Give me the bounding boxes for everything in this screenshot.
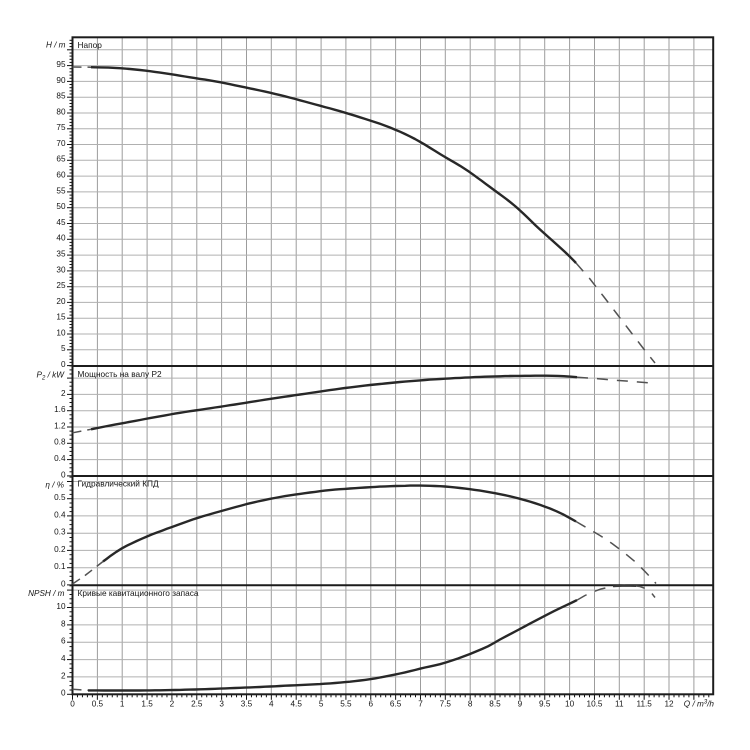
svg-text:70: 70 <box>56 139 66 148</box>
svg-text:12: 12 <box>664 700 674 709</box>
svg-text:2: 2 <box>170 700 175 709</box>
svg-text:NPSH / m: NPSH / m <box>28 589 65 598</box>
svg-text:3: 3 <box>219 700 224 709</box>
svg-text:Мощность на валу P2: Мощность на валу P2 <box>78 369 162 379</box>
svg-text:40: 40 <box>56 234 66 243</box>
svg-text:5.5: 5.5 <box>340 700 352 709</box>
svg-text:50: 50 <box>56 202 66 211</box>
svg-text:80: 80 <box>56 107 66 116</box>
svg-text:0.8: 0.8 <box>54 438 66 447</box>
svg-text:25: 25 <box>56 281 66 290</box>
svg-text:P2 / kW: P2 / kW <box>37 371 66 382</box>
svg-text:0: 0 <box>61 470 66 479</box>
svg-text:0.4: 0.4 <box>54 454 66 463</box>
svg-text:8.5: 8.5 <box>489 700 501 709</box>
svg-text:6.5: 6.5 <box>390 700 402 709</box>
svg-text:15: 15 <box>56 313 66 322</box>
svg-text:5: 5 <box>61 344 66 353</box>
svg-text:Кривые кавитационного запаса: Кривые кавитационного запаса <box>78 588 199 598</box>
svg-text:6: 6 <box>369 700 374 709</box>
svg-text:9: 9 <box>518 700 523 709</box>
svg-text:0.4: 0.4 <box>54 510 66 519</box>
svg-text:0: 0 <box>61 579 66 588</box>
svg-text:2: 2 <box>61 671 66 680</box>
svg-text:4: 4 <box>269 700 274 709</box>
svg-text:4: 4 <box>61 654 66 663</box>
svg-text:11: 11 <box>615 700 624 709</box>
svg-text:45: 45 <box>56 218 66 227</box>
svg-text:2: 2 <box>61 389 66 398</box>
svg-text:9.5: 9.5 <box>539 700 551 709</box>
svg-text:2.5: 2.5 <box>191 700 203 709</box>
svg-text:0: 0 <box>61 360 66 369</box>
svg-text:7: 7 <box>418 700 423 709</box>
svg-text:8: 8 <box>468 700 473 709</box>
svg-text:0.5: 0.5 <box>92 700 104 709</box>
svg-text:0: 0 <box>70 700 75 709</box>
svg-text:10: 10 <box>56 328 66 337</box>
svg-text:95: 95 <box>56 60 66 69</box>
svg-text:10: 10 <box>565 700 575 709</box>
svg-text:35: 35 <box>56 250 66 259</box>
svg-text:90: 90 <box>56 76 66 85</box>
svg-text:3.5: 3.5 <box>241 700 253 709</box>
svg-text:55: 55 <box>56 186 66 195</box>
svg-text:0.2: 0.2 <box>54 545 66 554</box>
svg-text:75: 75 <box>56 123 66 132</box>
svg-text:0.3: 0.3 <box>54 528 66 537</box>
svg-text:H / m: H / m <box>46 41 66 50</box>
svg-text:1.2: 1.2 <box>54 421 66 430</box>
svg-text:60: 60 <box>56 171 66 180</box>
svg-text:30: 30 <box>56 265 66 274</box>
svg-text:10: 10 <box>56 602 66 611</box>
svg-text:0.5: 0.5 <box>54 493 66 502</box>
svg-text:20: 20 <box>56 297 66 306</box>
svg-text:8: 8 <box>61 619 66 628</box>
svg-text:7.5: 7.5 <box>440 700 452 709</box>
svg-text:1.5: 1.5 <box>141 700 153 709</box>
svg-text:4.5: 4.5 <box>291 700 303 709</box>
svg-text:0.1: 0.1 <box>54 562 66 571</box>
svg-text:η / %: η / % <box>45 481 64 490</box>
svg-text:0: 0 <box>61 689 66 698</box>
svg-text:1: 1 <box>120 700 125 709</box>
svg-text:Напор: Напор <box>78 40 103 50</box>
svg-text:10.5: 10.5 <box>587 700 603 709</box>
svg-text:Q / m3/h: Q / m3/h <box>684 700 715 709</box>
svg-text:6: 6 <box>61 637 66 646</box>
svg-text:65: 65 <box>56 155 66 164</box>
svg-text:1.6: 1.6 <box>54 405 66 414</box>
svg-text:11.5: 11.5 <box>637 700 653 709</box>
svg-text:Гидравлический КПД: Гидравлический КПД <box>78 479 160 489</box>
svg-text:85: 85 <box>56 92 66 101</box>
svg-text:5: 5 <box>319 700 324 709</box>
